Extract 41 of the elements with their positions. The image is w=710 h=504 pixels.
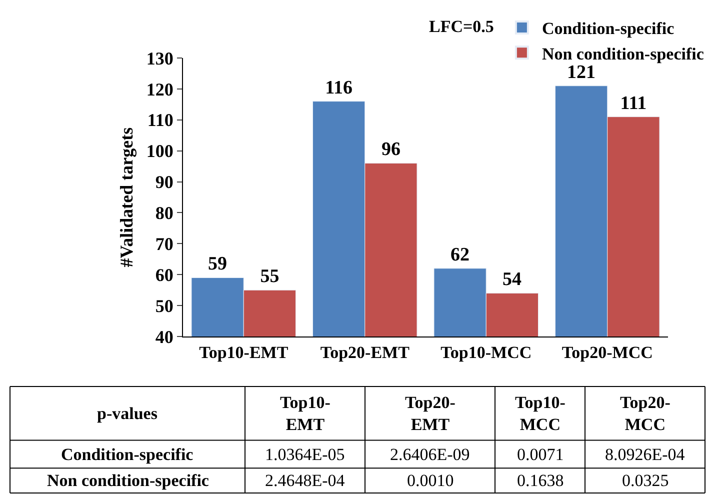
text: 2.4648E-04 xyxy=(265,471,346,490)
text: 0.0010 xyxy=(407,471,454,490)
y-tick-label: 70 xyxy=(155,234,174,254)
text: 0.1638 xyxy=(517,471,564,490)
y-tick-label: 40 xyxy=(155,326,174,347)
y-axis-title: #Validated targets xyxy=(116,127,137,268)
y-tick-label: 100 xyxy=(146,141,174,162)
y-tick-label: 120 xyxy=(146,79,174,100)
text: 2.6406E-09 xyxy=(390,445,470,464)
data-label: 116 xyxy=(325,77,353,98)
text: Top10-EMT xyxy=(280,393,331,434)
y-tick-label: 110 xyxy=(147,110,174,130)
text: Top20-EMT xyxy=(405,393,456,434)
text: 8.0926E-04 xyxy=(605,445,686,464)
y-tick-label: 80 xyxy=(155,203,174,224)
y-tick-label: 50 xyxy=(155,296,174,316)
data-label: 96 xyxy=(381,139,400,160)
text: p-values xyxy=(97,404,158,423)
y-tick-label: 130 xyxy=(146,48,174,68)
legend-label: Non condition-specific xyxy=(542,44,704,64)
legend-label: Condition-specific xyxy=(542,19,675,38)
y-tick-label: 90 xyxy=(155,172,174,192)
text: Top20-MCC xyxy=(620,393,671,434)
text: Condition-specific xyxy=(61,445,194,464)
y-tick-label: 60 xyxy=(155,264,174,285)
data-label: 54 xyxy=(502,269,522,290)
x-tick-label: Top20-EMT xyxy=(320,342,410,362)
text: 0.0071 xyxy=(517,445,564,464)
text: Top10-MCC xyxy=(515,393,566,434)
x-tick-label: Top10-MCC xyxy=(440,342,532,362)
text: 0.0325 xyxy=(622,471,669,490)
data-label: 59 xyxy=(208,254,228,275)
text: 1.0364E-05 xyxy=(265,445,345,464)
data-label: 55 xyxy=(260,266,280,288)
data-label: 111 xyxy=(620,92,647,114)
text: Non condition-specific xyxy=(47,471,210,490)
x-tick-label: Top10-EMT xyxy=(199,342,289,362)
x-tick-label: Top20-MCC xyxy=(562,342,653,362)
legend-title: LFC=0.5 xyxy=(429,17,494,36)
data-label: 121 xyxy=(567,62,596,83)
data-label: 62 xyxy=(450,244,470,266)
